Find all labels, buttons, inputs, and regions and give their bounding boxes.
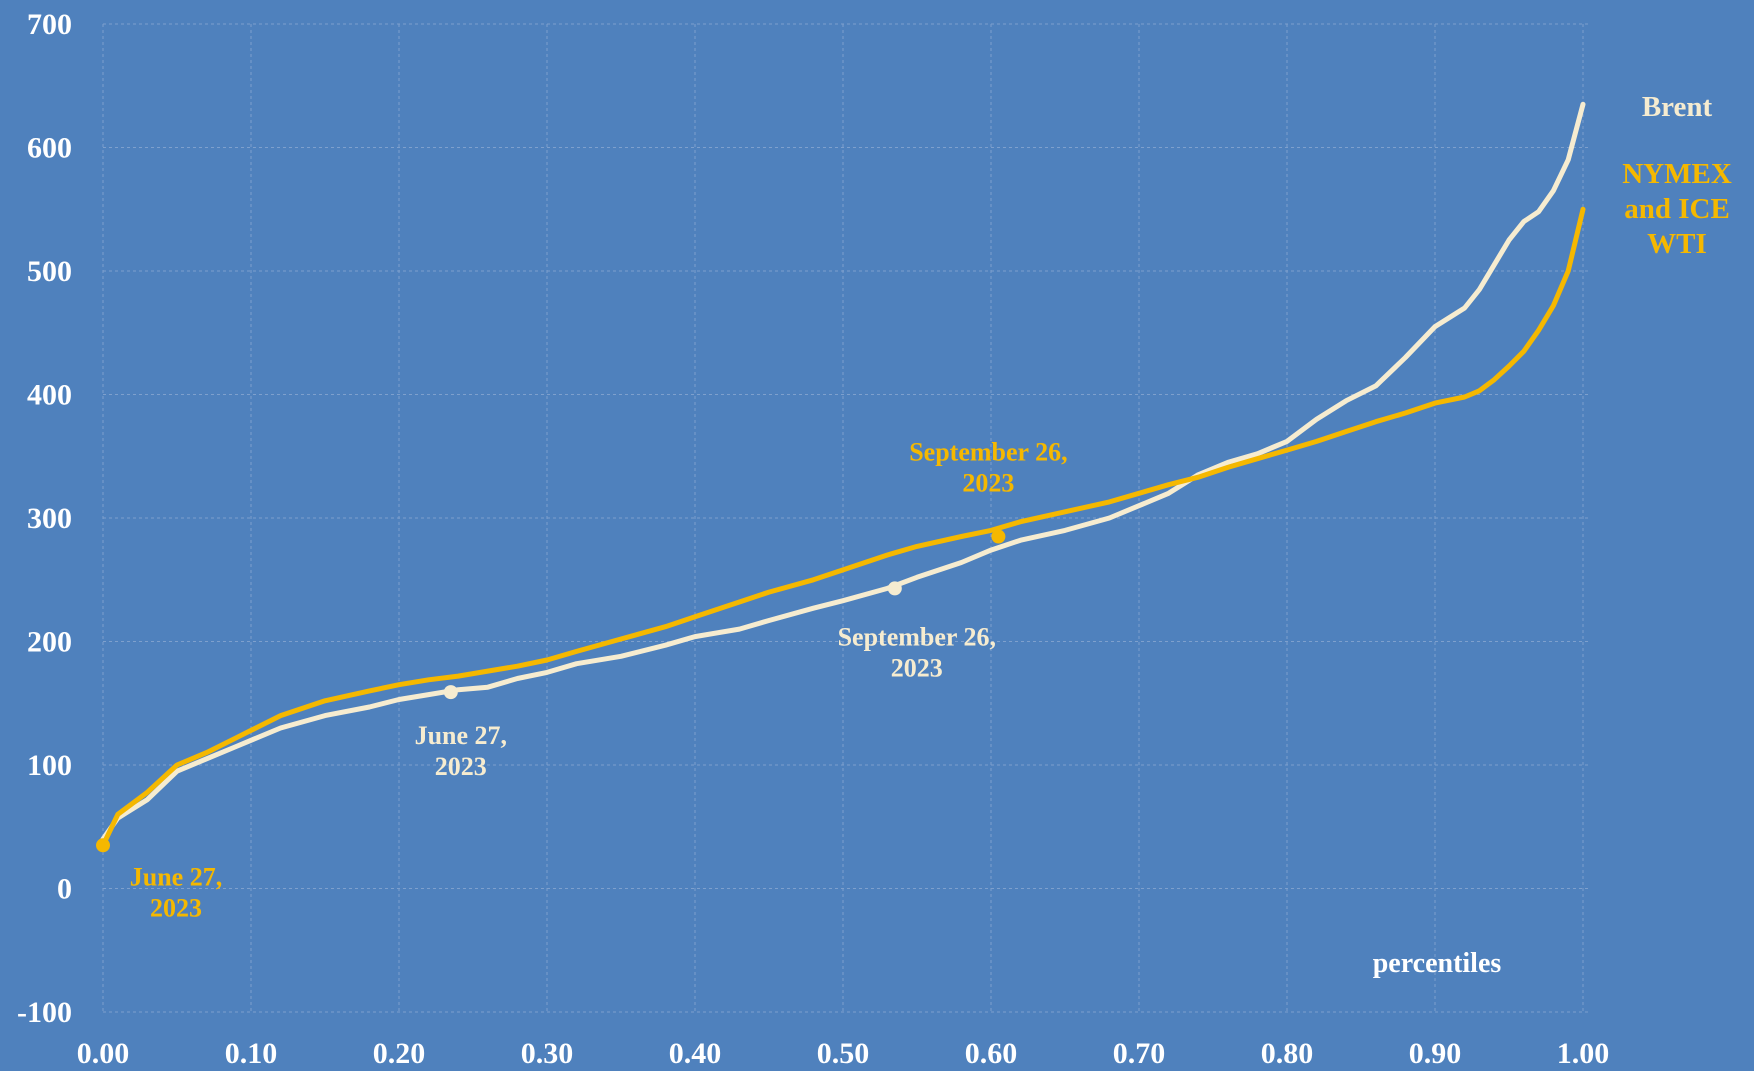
x-tick-label: 0.50 [817,1037,870,1070]
y-tick-label: 200 [27,626,72,659]
y-tick-label: 100 [27,749,72,782]
y-tick-label: 0 [57,873,72,906]
series-line-brent [100,101,1586,842]
x-tick-label: 0.60 [965,1037,1018,1070]
annotation-marker [443,685,458,700]
annotation-marker [96,838,110,853]
annotation-label: September 26, 2023 [838,622,996,682]
y-tick-label: 600 [27,132,72,165]
x-axis-ticks: 0.00 0.10 0.20 0.30 0.40 0.50 0.60 0.70 0.80 0.90… [77,1037,1610,1070]
annotation-label: June 27, 2023 [130,862,222,922]
series-label-nymex-and-ice-wti: NYMEX and ICE WTI [1622,158,1732,260]
x-tick-label: 0.40 [669,1037,722,1070]
y-tick-label: 400 [27,379,72,412]
annotations: June 27, 2023 June 27, 2023 September 26, 202… [130,438,1068,923]
y-tick-label: -100 [17,996,72,1029]
x-tick-label: 0.30 [521,1037,574,1070]
x-tick-label: 0.80 [1261,1037,1314,1070]
y-tick-label: 700 [27,8,72,41]
x-tick-label: 1.00 [1557,1037,1610,1070]
x-tick-label: 0.90 [1409,1037,1462,1070]
x-axis-title: percentiles [1373,948,1502,979]
annotation-label: June 27, 2023 [415,721,507,781]
series-label-brent: Brent [1642,91,1713,123]
x-tick-label: 0.20 [373,1037,426,1070]
gridlines [102,23,1591,1013]
series-lines [100,101,1586,848]
annotation-markers [96,529,1006,853]
annotation-label: September 26, 2023 [909,438,1067,498]
x-tick-label: 0.00 [77,1037,130,1070]
y-tick-label: 500 [27,255,72,288]
x-tick-label: 0.70 [1113,1037,1166,1070]
annotation-marker [887,581,902,596]
series-line-nymex-and-ice-wti [100,206,1586,848]
y-axis-ticks: -100 0 100 200 300 400 500 600 700 [17,8,72,1029]
annotation-marker [991,529,1006,544]
series-labels: Brent NYMEX and ICE WTI [1622,91,1732,260]
y-tick-label: 300 [27,502,72,535]
x-tick-label: 0.10 [225,1037,278,1070]
